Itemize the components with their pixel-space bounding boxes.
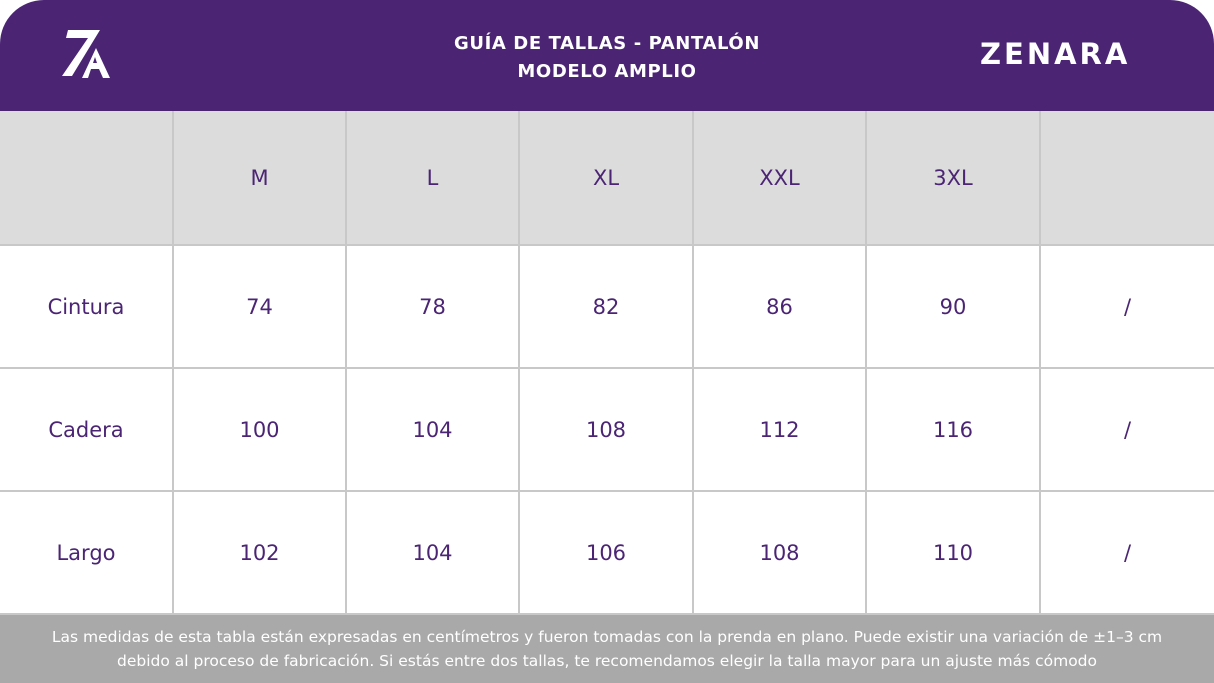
table-cell: 104 bbox=[347, 492, 520, 615]
table-cell: 74 bbox=[174, 246, 347, 369]
footer-line-1: Las medidas de esta tabla están expresad… bbox=[51, 628, 1163, 646]
row-label: Largo bbox=[0, 492, 174, 615]
size-header: XXL bbox=[694, 111, 867, 246]
table-cell: 82 bbox=[520, 246, 694, 369]
table-cell: 106 bbox=[520, 492, 694, 615]
logo-text: ZA bbox=[60, 26, 62, 27]
table-cell: 102 bbox=[174, 492, 347, 615]
title-line-2: MODELO AMPLIO bbox=[517, 61, 697, 82]
za-logo-icon: ZA bbox=[60, 26, 110, 78]
brand-name: ZENARA bbox=[980, 37, 1131, 71]
table-cell-extra: / bbox=[1041, 492, 1214, 615]
header-extra-cell bbox=[1041, 111, 1214, 246]
table-cell: 78 bbox=[347, 246, 520, 369]
title-line-1: GUÍA DE TALLAS - PANTALÓN bbox=[454, 33, 760, 54]
table-cell: 104 bbox=[347, 369, 520, 492]
size-header: 3XL bbox=[867, 111, 1041, 246]
table-cell-extra: / bbox=[1041, 246, 1214, 369]
table-cell: 108 bbox=[694, 492, 867, 615]
footer-line-2: debido al proceso de fabricación. Si est… bbox=[117, 652, 1097, 670]
table-cell: 112 bbox=[694, 369, 867, 492]
footer-note: Las medidas de esta tabla están expresad… bbox=[0, 615, 1214, 683]
size-table: M L XL XXL 3XL Cintura 74 78 82 86 90 / … bbox=[0, 111, 1214, 615]
table-cell: 110 bbox=[867, 492, 1041, 615]
header-corner-cell bbox=[0, 111, 174, 246]
row-label: Cadera bbox=[0, 369, 174, 492]
table-cell: 116 bbox=[867, 369, 1041, 492]
size-header: M bbox=[174, 111, 347, 246]
page-title: GUÍA DE TALLAS - PANTALÓN MODELO AMPLIO bbox=[340, 30, 874, 86]
size-header: L bbox=[347, 111, 520, 246]
table-cell: 100 bbox=[174, 369, 347, 492]
header-bar: ZA GUÍA DE TALLAS - PANTALÓN MODELO AMPL… bbox=[0, 0, 1214, 111]
table-cell: 108 bbox=[520, 369, 694, 492]
table-cell: 90 bbox=[867, 246, 1041, 369]
table-cell: 86 bbox=[694, 246, 867, 369]
table-cell-extra: / bbox=[1041, 369, 1214, 492]
row-label: Cintura bbox=[0, 246, 174, 369]
size-header: XL bbox=[520, 111, 694, 246]
